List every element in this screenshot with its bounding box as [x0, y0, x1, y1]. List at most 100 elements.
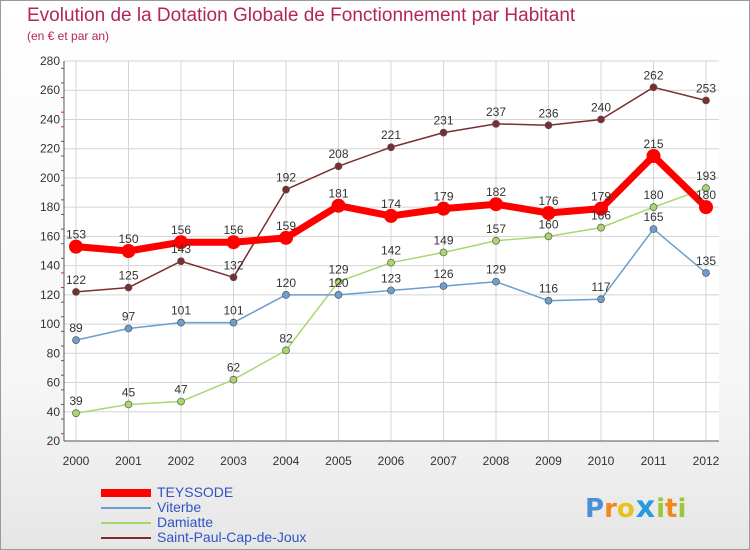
data-label: 236 — [538, 106, 558, 120]
data-label: 97 — [122, 309, 136, 323]
y-tick-label: 280 — [40, 54, 60, 68]
data-label: 179 — [591, 190, 611, 204]
legend-swatch — [101, 522, 151, 524]
x-tick-label: 2011 — [641, 454, 667, 468]
data-point — [334, 277, 343, 286]
data-label: 143 — [171, 242, 191, 256]
proxiti-logo: Proxiti — [585, 490, 686, 525]
x-tick-label: 2012 — [693, 454, 720, 468]
data-point — [334, 290, 343, 299]
data-point — [544, 121, 553, 130]
data-label: 221 — [381, 128, 401, 142]
chart-title: Evolution de la Dotation Globale de Fonc… — [27, 5, 576, 26]
data-label: 122 — [66, 273, 86, 287]
data-point — [702, 96, 710, 105]
data-point — [282, 185, 290, 194]
data-label: 180 — [696, 188, 716, 202]
legend-label: Viterbe — [157, 499, 202, 515]
data-point — [121, 244, 136, 258]
data-point — [597, 223, 605, 232]
chart-legend: TEYSSODE Viterbe Damiatte Saint-Paul-Cap-de… — [101, 484, 361, 545]
data-point — [439, 282, 448, 290]
data-label: 240 — [591, 100, 611, 114]
logo-letter: o — [616, 494, 635, 524]
data-point — [649, 83, 658, 92]
data-label: 153 — [66, 228, 86, 242]
data-point — [541, 206, 556, 220]
data-label: 182 — [486, 185, 506, 199]
data-point — [702, 269, 710, 277]
logo-letter: r — [604, 494, 617, 524]
data-point — [177, 318, 185, 327]
data-point — [124, 400, 133, 409]
data-label: 135 — [696, 254, 716, 268]
data-point — [334, 162, 343, 171]
data-label: 165 — [643, 210, 663, 224]
logo-letter: t — [665, 494, 678, 524]
data-point — [384, 208, 398, 223]
x-tick-label: 2005 — [325, 454, 352, 468]
data-label: 180 — [643, 188, 663, 202]
data-label: 129 — [328, 263, 348, 277]
data-label: 39 — [69, 394, 83, 408]
data-point — [492, 277, 500, 286]
legend-swatch — [101, 507, 151, 509]
logo-letter: P — [585, 494, 605, 524]
data-point — [124, 283, 133, 292]
y-tick-label: 80 — [47, 346, 61, 360]
data-point — [649, 203, 658, 212]
data-label: 116 — [539, 282, 558, 296]
data-point — [594, 201, 608, 216]
data-point — [229, 318, 238, 327]
data-label: 150 — [118, 232, 138, 246]
y-tick-label: 220 — [40, 142, 60, 156]
legend-item: TEYSSODE — [101, 484, 361, 500]
data-label: 149 — [433, 233, 453, 247]
legend-label: TEYSSODE — [157, 484, 234, 500]
y-tick-label: 60 — [47, 376, 61, 390]
data-label: 89 — [69, 321, 83, 335]
y-tick-label: 180 — [40, 200, 60, 214]
data-label: 215 — [643, 137, 663, 151]
data-point — [492, 236, 500, 245]
y-tick-label: 200 — [40, 171, 60, 185]
data-label: 82 — [279, 331, 293, 345]
data-label: 179 — [433, 190, 453, 204]
data-point — [436, 201, 451, 216]
data-point — [177, 257, 185, 266]
x-tick-label: 2001 — [115, 454, 142, 468]
data-point — [72, 409, 80, 418]
data-point — [282, 290, 290, 299]
data-point — [387, 143, 395, 152]
legend-swatch — [101, 489, 151, 497]
y-tick-label: 240 — [40, 112, 60, 126]
data-point — [229, 273, 238, 282]
data-point — [702, 184, 710, 193]
data-label: 120 — [328, 276, 348, 290]
legend-label: Damiatte — [157, 514, 214, 530]
data-label: 176 — [538, 194, 558, 208]
data-label: 142 — [381, 244, 401, 258]
data-label: 253 — [696, 81, 716, 95]
x-tick-label: 2006 — [378, 454, 405, 468]
legend-swatch — [101, 537, 151, 539]
data-point — [177, 397, 185, 406]
data-label: 160 — [538, 217, 558, 231]
chart-subtitle: (en € et par an) — [27, 29, 110, 43]
data-label: 101 — [171, 304, 191, 318]
x-tick-label: 2004 — [273, 454, 300, 468]
legend-label: Saint-Paul-Cap-de-Joux — [157, 529, 307, 545]
y-tick-label: 160 — [40, 229, 60, 243]
data-label: 181 — [328, 187, 348, 201]
data-point — [279, 230, 293, 245]
data-label: 101 — [223, 304, 243, 318]
y-tick-label: 120 — [40, 288, 60, 302]
data-point — [649, 225, 658, 233]
data-label: 129 — [486, 263, 506, 277]
data-label: 117 — [591, 280, 610, 294]
data-point — [646, 149, 661, 163]
data-label: 62 — [227, 361, 241, 375]
data-point — [72, 336, 80, 345]
data-label: 159 — [276, 219, 296, 233]
